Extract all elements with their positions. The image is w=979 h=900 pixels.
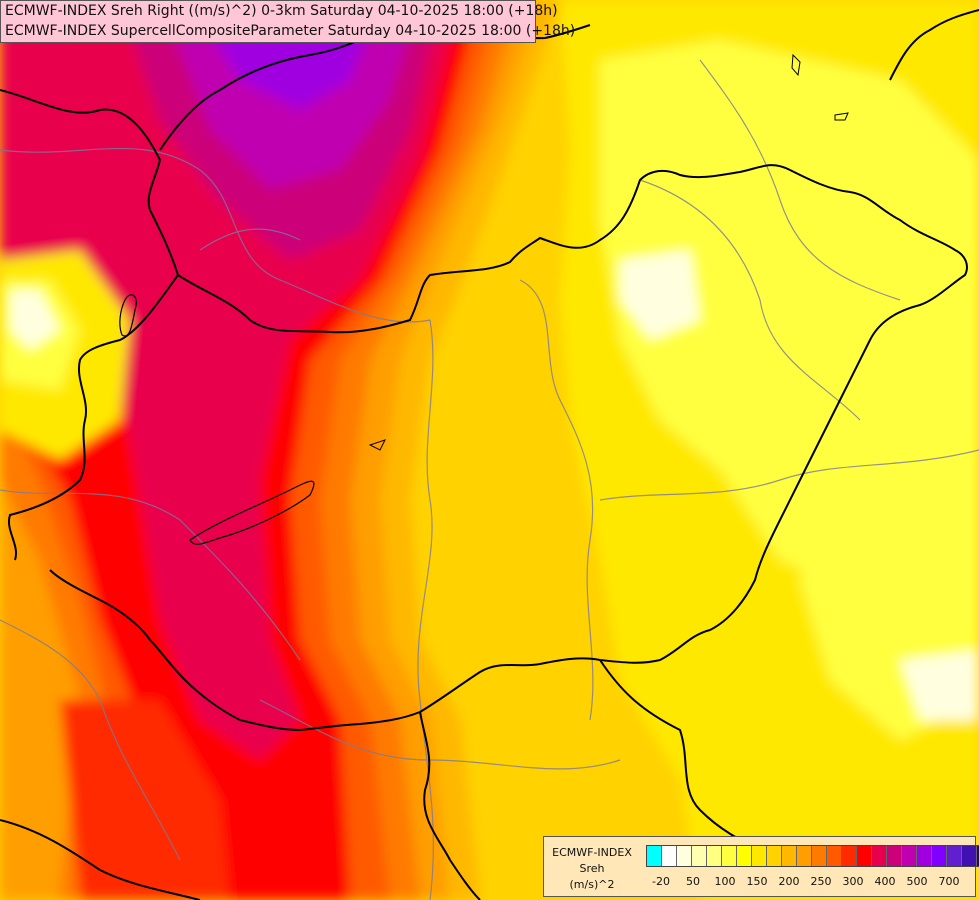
legend-tick-label: 300 [842, 875, 864, 888]
legend-swatch [872, 846, 887, 866]
rivers [0, 59, 979, 900]
legend-swatch [782, 846, 797, 866]
legend-swatch [662, 846, 677, 866]
west-whitish-patch [10, 290, 60, 350]
title-sreh: ECMWF-INDEX Sreh Right ((m/s)^2) 0-3km S… [5, 3, 558, 19]
hungary-border [49, 164, 968, 732]
legend-swatch [827, 846, 842, 866]
pale-patch-2 [900, 650, 979, 720]
legend-swatch [737, 846, 752, 866]
legend-swatch [842, 846, 857, 866]
romania-serbia-border [599, 659, 761, 851]
legend-tick-labels: -20 50 100 150 200 250 300 400 500 700 [544, 875, 977, 891]
country-borders [0, 9, 979, 900]
title-scp: ECMWF-INDEX SupercellCompositeParameter … [5, 23, 576, 39]
legend-swatch [887, 846, 902, 866]
legend-tick-label: 500 [906, 875, 928, 888]
small-lake-2 [834, 112, 849, 121]
legend-title-model: ECMWF-INDEX [552, 846, 632, 859]
pale-patch-1 [620, 250, 700, 340]
legend-swatch [707, 846, 722, 866]
small-lake-3 [791, 53, 801, 77]
legend-swatch [797, 846, 812, 866]
west-border [7, 274, 179, 561]
southwest-red [60, 700, 230, 900]
legend-swatch [947, 846, 962, 866]
legend-swatch [857, 846, 872, 866]
legend-tick-label: 50 [686, 875, 700, 888]
legend-swatch [752, 846, 767, 866]
small-lake-1 [368, 439, 386, 451]
lake-neusiedl [119, 294, 137, 337]
legend-swatch [917, 846, 932, 866]
legend-swatch [722, 846, 737, 866]
legend-swatch [932, 846, 947, 866]
austria-slovakia-border [0, 89, 179, 276]
title-box: ECMWF-INDEX Sreh Right ((m/s)^2) 0-3km S… [0, 0, 575, 43]
legend-swatch [767, 846, 782, 866]
color-legend: ECMWF-INDEX Sreh (m/s)^2 -20 50 100 150 200 2… [543, 836, 979, 897]
legend-tick-label: 200 [778, 875, 800, 888]
legend-swatch [962, 846, 977, 866]
legend-title-parameter: Sreh [579, 862, 605, 875]
legend-swatch [902, 846, 917, 866]
light-yellow-northeast [600, 40, 979, 600]
legend-swatch [812, 846, 827, 866]
east-ukraine-border [889, 9, 979, 81]
legend-swatch [647, 846, 662, 866]
legend-swatch [977, 846, 979, 866]
bosnia-border [0, 819, 201, 900]
legend-tick-label: 700 [938, 875, 960, 888]
croatia-serbia-border [419, 711, 481, 900]
legend-tick-label: -20 [652, 875, 670, 888]
legend-swatch [677, 846, 692, 866]
legend-color-scale [646, 845, 979, 867]
legend-tick-label: 100 [714, 875, 736, 888]
legend-tick-label: 400 [874, 875, 896, 888]
lake-balaton [189, 480, 315, 545]
legend-tick-label: 150 [746, 875, 768, 888]
legend-swatch [692, 846, 707, 866]
legend-tick-label: 250 [810, 875, 832, 888]
legend-title-unit: (m/s)^2 [569, 878, 615, 891]
